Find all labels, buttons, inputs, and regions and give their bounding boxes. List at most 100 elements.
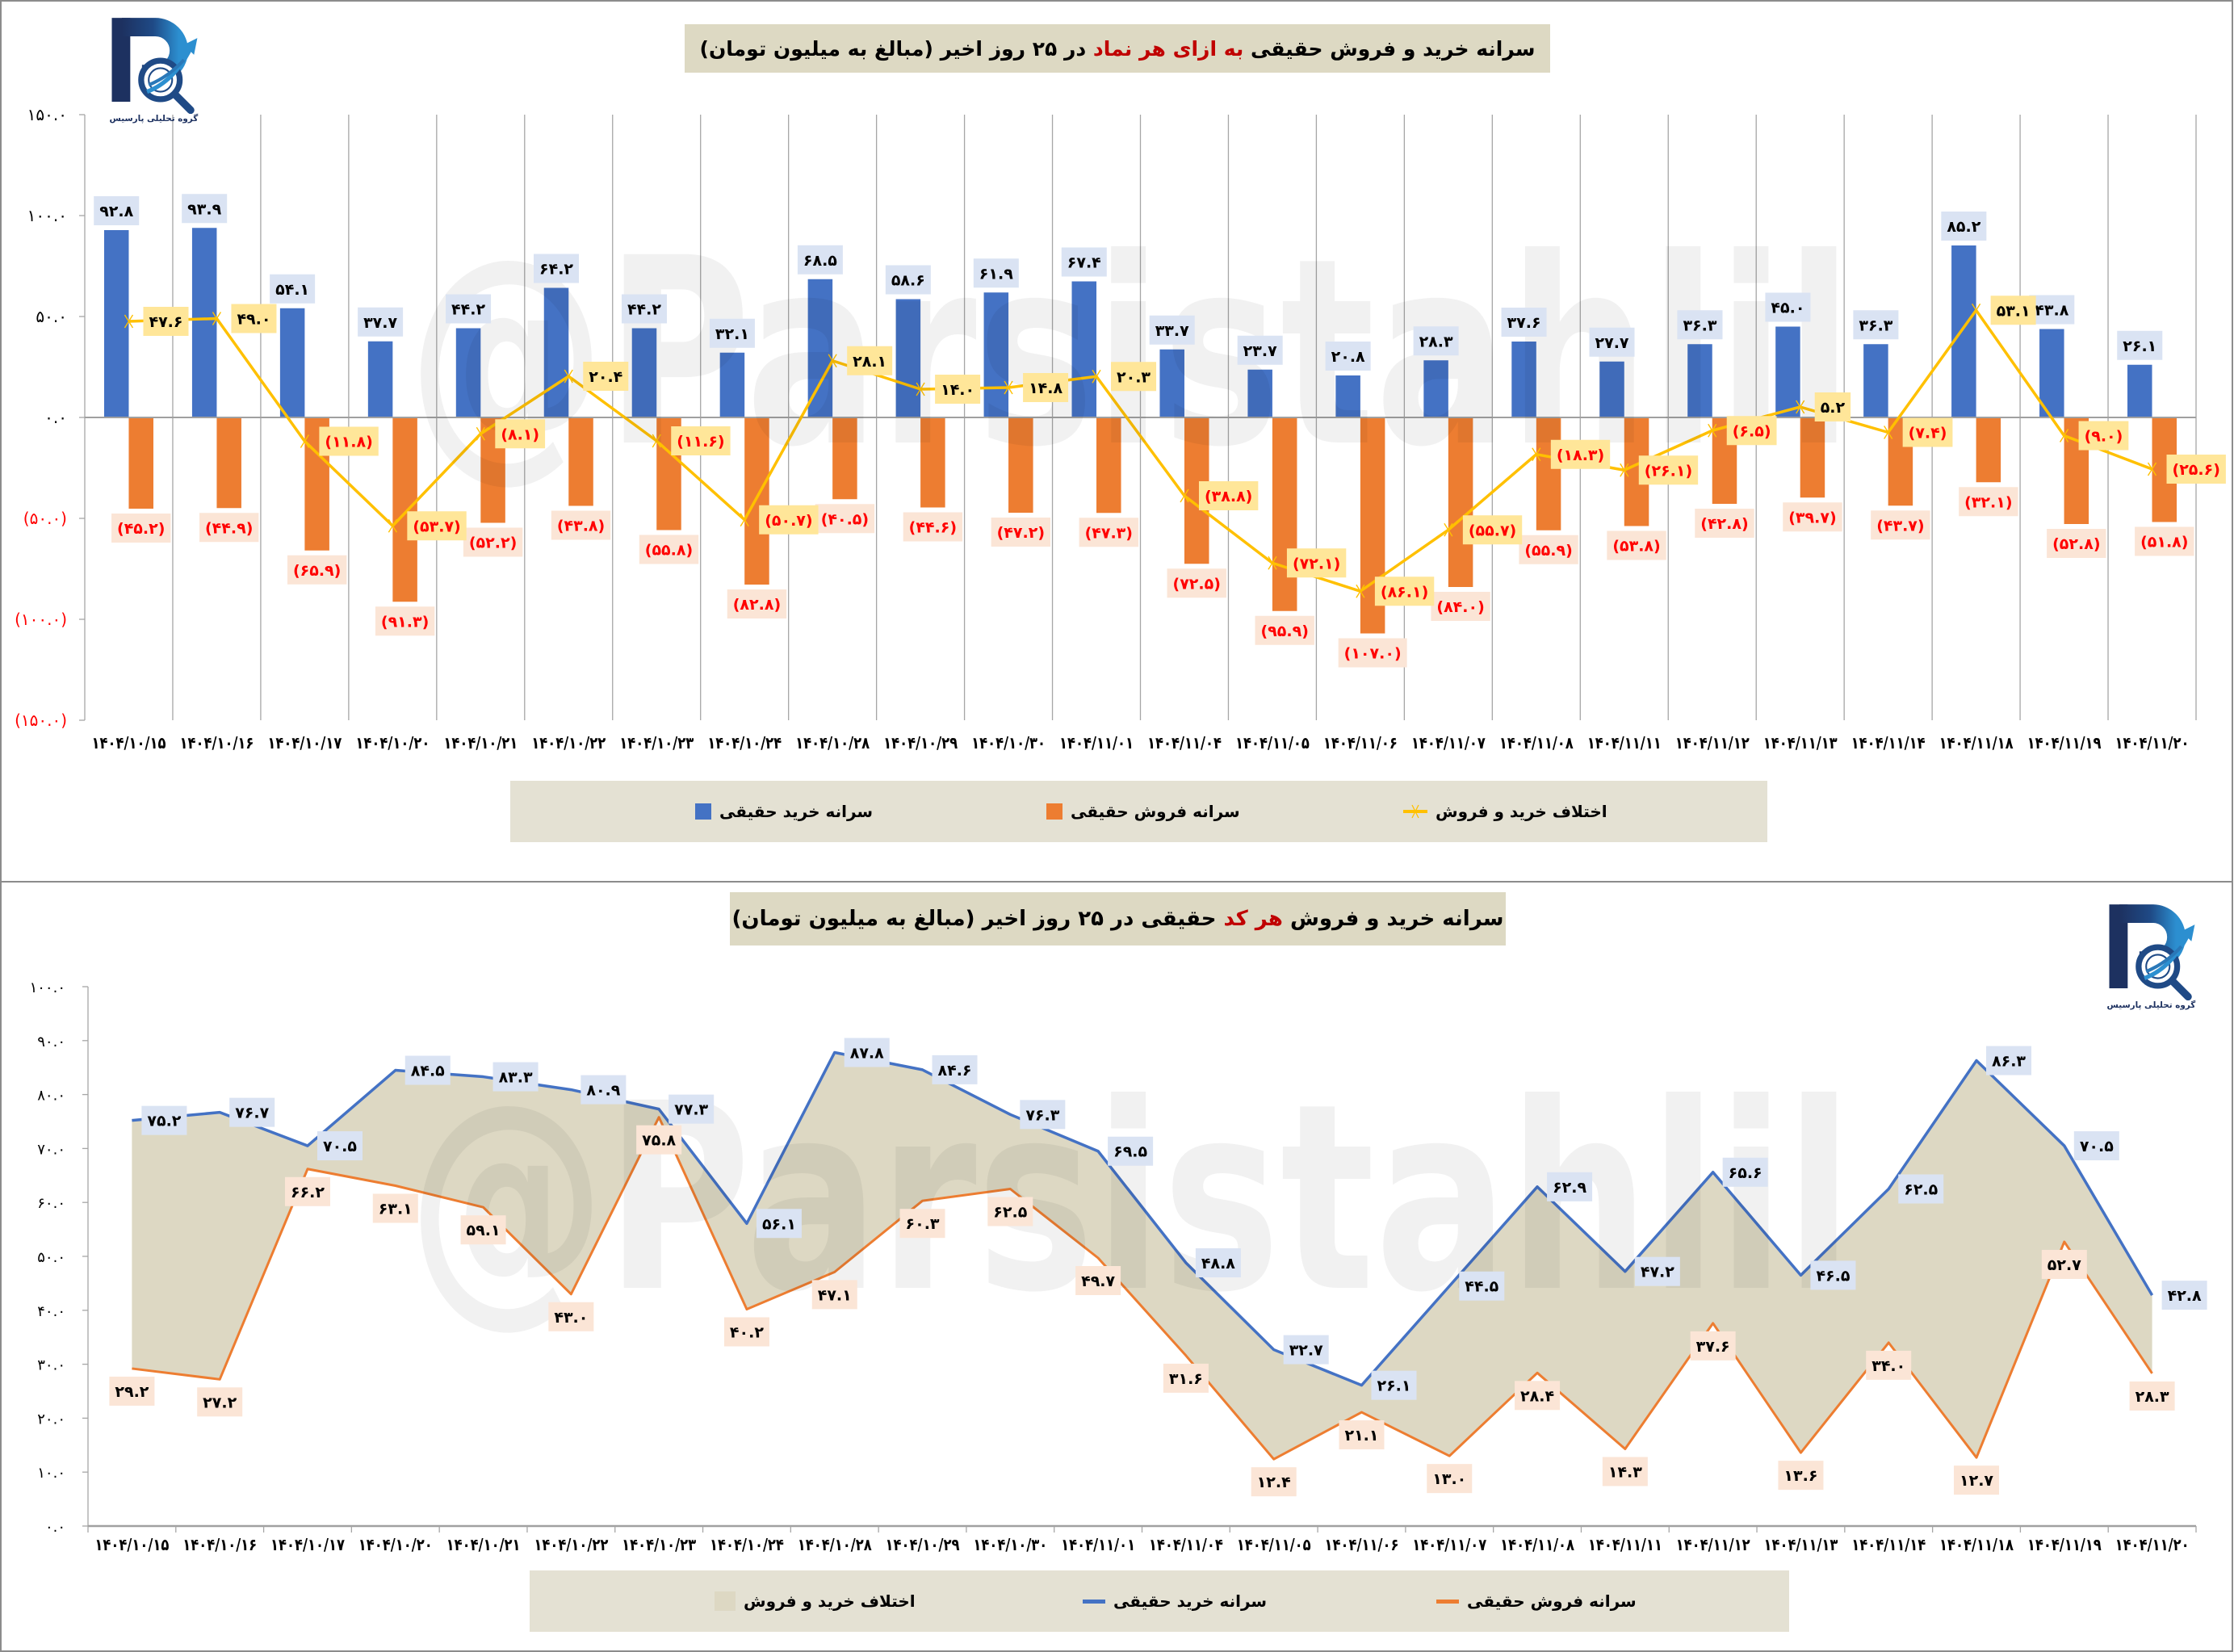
sell-label: (۵۵.۸) — [645, 542, 693, 560]
sell-label-box — [2129, 1381, 2175, 1411]
buy-bar — [1511, 342, 1536, 417]
diff-label-group: ۱۴.۸ — [1023, 373, 1069, 402]
buy-label: ۸۷.۸ — [850, 1044, 884, 1062]
diff-label-box — [231, 304, 277, 333]
x-tick-label: ۱۴۰۴/۱۱/۰۷ — [1412, 1535, 1486, 1554]
x-tick-label: ۱۴۰۴/۱۱/۲۰ — [2115, 1535, 2190, 1554]
diff-label-box — [1902, 417, 1953, 447]
sell-label-group: (۹۱.۳) — [375, 606, 435, 636]
buy-label-box — [1765, 292, 1811, 322]
buy-label-group: ۳۷.۷ — [358, 307, 404, 337]
buy-label-group: ۵۶.۱ — [756, 1209, 802, 1239]
legend-item-diff-area[interactable]: اختلاف خرید و فروش — [715, 1570, 916, 1632]
diff-label: (۷۲.۱) — [1293, 555, 1340, 572]
x-tick-label: ۱۴۰۴/۱۱/۱۹ — [2027, 733, 2102, 753]
legend-item-sell-line[interactable]: سرانه فروش حقیقی — [1436, 1570, 1637, 1632]
diff-label-box — [671, 426, 731, 455]
buy-label-box — [1020, 1100, 1066, 1130]
sell-label-box — [1866, 1350, 1912, 1380]
buy-bar — [279, 308, 305, 417]
legend-label: سرانه فروش حقیقی — [1071, 802, 1240, 821]
sell-label-box — [899, 1209, 945, 1239]
sell-label-box — [1783, 502, 1842, 532]
legend-item-buy[interactable]: سرانه خرید حقیقی — [695, 781, 873, 842]
watermark: @Parsistahlil — [408, 203, 1853, 504]
buy-label: ۶۷.۴ — [1067, 254, 1101, 272]
x-tick-label: ۱۴۰۴/۱۱/۰۶ — [1324, 1535, 1398, 1554]
buy-label-box — [2117, 330, 2163, 360]
sell-label: (۱۰۷.۰) — [1344, 645, 1402, 663]
diff-label: ۱۴.۸ — [1029, 379, 1063, 397]
sell-label: ۱۳.۰ — [1432, 1470, 1466, 1488]
buy-label-box — [1195, 1248, 1241, 1278]
sell-label-box — [1338, 638, 1407, 668]
diff-label-box — [1374, 577, 1435, 606]
sell-label-group: ۱۳.۰ — [1427, 1464, 1473, 1494]
buy-label-group: ۹۳.۹ — [182, 194, 228, 224]
sell-label-group: ۵۲.۷ — [2041, 1249, 2087, 1279]
sell-label: (۴۳.۸) — [557, 518, 605, 535]
sell-label-group: ۶۲.۵ — [987, 1197, 1033, 1226]
chart2-title-highlight: هر کد — [1223, 907, 1283, 931]
sell-label: ۴۷.۱ — [818, 1286, 852, 1304]
x-tick-label: ۱۴۰۴/۱۰/۱۵ — [94, 1535, 169, 1554]
diff-label-box — [1550, 439, 1611, 469]
diff-label: ۴۹.۰ — [237, 311, 270, 329]
line-star-marker-icon — [1403, 804, 1427, 819]
sell-label: ۱۳.۶ — [1783, 1467, 1817, 1485]
sell-label: ۶۲.۵ — [993, 1204, 1027, 1222]
diff-label: ۵۳.۱ — [1997, 302, 2031, 320]
buy-label-box — [932, 1055, 978, 1084]
x-tick-label: ۱۴۰۴/۱۱/۲۰ — [2115, 733, 2190, 753]
sell-label-box — [1255, 615, 1314, 645]
buy-label-box — [446, 294, 492, 324]
legend-item-diff[interactable]: اختلاف خرید و فروش — [1403, 781, 1607, 842]
sell-label: ۱۲.۷ — [1959, 1472, 1993, 1490]
buy-label-group: ۵۴.۱ — [270, 274, 316, 304]
buy-label-box — [534, 254, 580, 283]
buy-label: ۴۷.۲ — [1641, 1264, 1674, 1281]
sell-label-group: ۷۵.۸ — [636, 1125, 682, 1155]
buy-label-group: ۷۶.۷ — [229, 1097, 275, 1127]
diff-marker — [1708, 423, 1717, 438]
legend-item-sell[interactable]: سرانه فروش حقیقی — [1046, 781, 1240, 842]
chart1-title-start: سرانه خرید و فروش حقیقی — [1251, 36, 1536, 61]
buy-bar — [1775, 326, 1800, 417]
blue-square-icon — [695, 803, 711, 820]
sell-label-box — [1959, 487, 2018, 517]
sell-label-group: (۵۲.۲) — [463, 527, 523, 557]
buy-label-group: ۸۷.۸ — [844, 1038, 890, 1067]
diff-label-group: (۱۸.۳) — [1550, 439, 1611, 469]
buy-label: ۴۲.۸ — [2168, 1287, 2202, 1305]
buy-label-box — [94, 196, 140, 225]
sell-label-group: (۴۷.۲) — [991, 518, 1051, 547]
sell-label-group: ۲۷.۲ — [197, 1387, 243, 1417]
buy-bar — [2039, 329, 2064, 417]
legend-item-buy-line[interactable]: سرانه خرید حقیقی — [1083, 1570, 1267, 1632]
sell-label: ۷۵.۸ — [642, 1132, 676, 1150]
diff-label-group: (۷۲.۱) — [1286, 548, 1347, 578]
sell-label: ۲۱.۱ — [1344, 1427, 1378, 1444]
legend-label: سرانه فروش حقیقی — [1467, 1591, 1637, 1611]
diff-label-box — [583, 362, 629, 391]
diff-label: (۱۸.۳) — [1557, 447, 1604, 464]
sell-label-box — [1602, 1457, 1648, 1486]
x-tick-label: ۱۴۰۴/۱۰/۲۰ — [358, 1535, 433, 1554]
buy-label: ۶۲.۹ — [1553, 1179, 1586, 1197]
y-tick-label: ۵۰.۰ — [36, 307, 67, 326]
buy-label-box — [1283, 1335, 1329, 1365]
sell-label-group: ۵۹.۱ — [460, 1215, 506, 1245]
sell-label-group: ۲۹.۲ — [109, 1376, 155, 1406]
diff-label: ۱۴.۰ — [941, 381, 974, 399]
x-tick-label: ۱۴۰۴/۱۰/۲۴ — [710, 1535, 784, 1554]
diff-label-group: ۲۰.۳ — [1111, 362, 1157, 392]
buy-label-box — [270, 274, 316, 304]
x-tick-label: ۱۴۰۴/۱۰/۲۴ — [707, 733, 782, 753]
sell-bar — [1008, 417, 1033, 513]
sell-label-group: (۴۴.۹) — [199, 513, 259, 543]
chart2-axes: ۱۰۰.۰ ۹۰.۰ ۸۰.۰ ۷۰.۰ ۶۰.۰ ۵۰.۰ ۴۰.۰ ۳۰.۰ ۲۰.۰ ۱۰.… — [30, 979, 2197, 1536]
buy-label-box — [141, 1105, 187, 1135]
buy-label: ۳۲.۷ — [1289, 1342, 1323, 1360]
sell-label-group: ۲۸.۳ — [2129, 1381, 2175, 1411]
sell-label: ۳۱.۶ — [1169, 1370, 1203, 1388]
